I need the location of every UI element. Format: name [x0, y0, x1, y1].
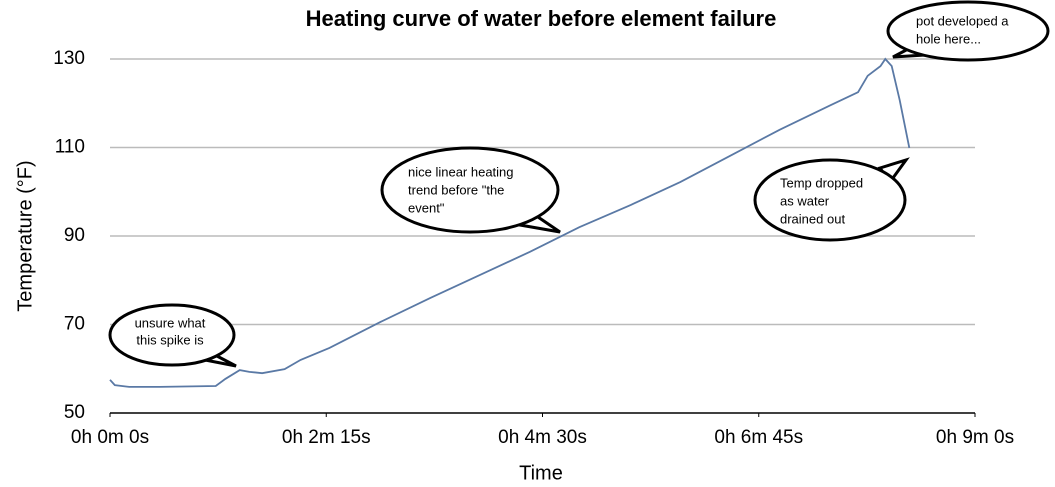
y-tick-label: 130	[53, 48, 85, 69]
callout-bubble	[886, 0, 1050, 62]
callout-text: trend before "the	[408, 182, 504, 197]
x-tick-label: 0h 2m 15s	[282, 427, 371, 448]
callout-text: event"	[408, 200, 445, 215]
callout-bubble	[108, 303, 236, 367]
x-tick-label: 0h 0m 0s	[71, 427, 149, 448]
callout-bubble	[380, 146, 560, 234]
callout-text: pot developed a	[916, 13, 1009, 28]
chart-title: Heating curve of water before element fa…	[306, 6, 777, 31]
callout-text: this spike is	[136, 332, 204, 347]
callout-text: as water	[780, 193, 830, 208]
y-tick-label: 50	[64, 402, 85, 423]
x-tick-label: 0h 6m 45s	[714, 427, 803, 448]
y-tick-label: 90	[64, 225, 85, 246]
callout-bubble	[753, 158, 907, 242]
callout-text: nice linear heating	[408, 164, 514, 179]
x-tick-label: 0h 9m 0s	[936, 427, 1014, 448]
y-tick-label: 70	[64, 314, 85, 335]
data-line	[109, 57, 911, 388]
callout: Temp dropped as water drained out	[753, 157, 910, 242]
callout: nice linear heating trend before "the ev…	[380, 146, 561, 234]
callout-text: drained out	[780, 211, 845, 226]
callout-text: hole here...	[916, 31, 981, 46]
x-tick-label: 0h 4m 30s	[498, 427, 587, 448]
callout: unsure what this spike is	[108, 303, 237, 368]
x-axis-title: Time	[519, 462, 563, 484]
callout-text: Temp dropped	[780, 175, 863, 190]
callout-text: unsure what	[135, 315, 206, 330]
plot-area: 50 70 90 110 130 0h 0m 0s 0h 2m 15s 0h 4m 30s 0h…	[53, 48, 1014, 448]
y-axis-title: Temperature (°F)	[14, 160, 36, 311]
y-tick-label: 110	[55, 137, 85, 158]
callout: pot developed a hole here...	[886, 0, 1050, 62]
